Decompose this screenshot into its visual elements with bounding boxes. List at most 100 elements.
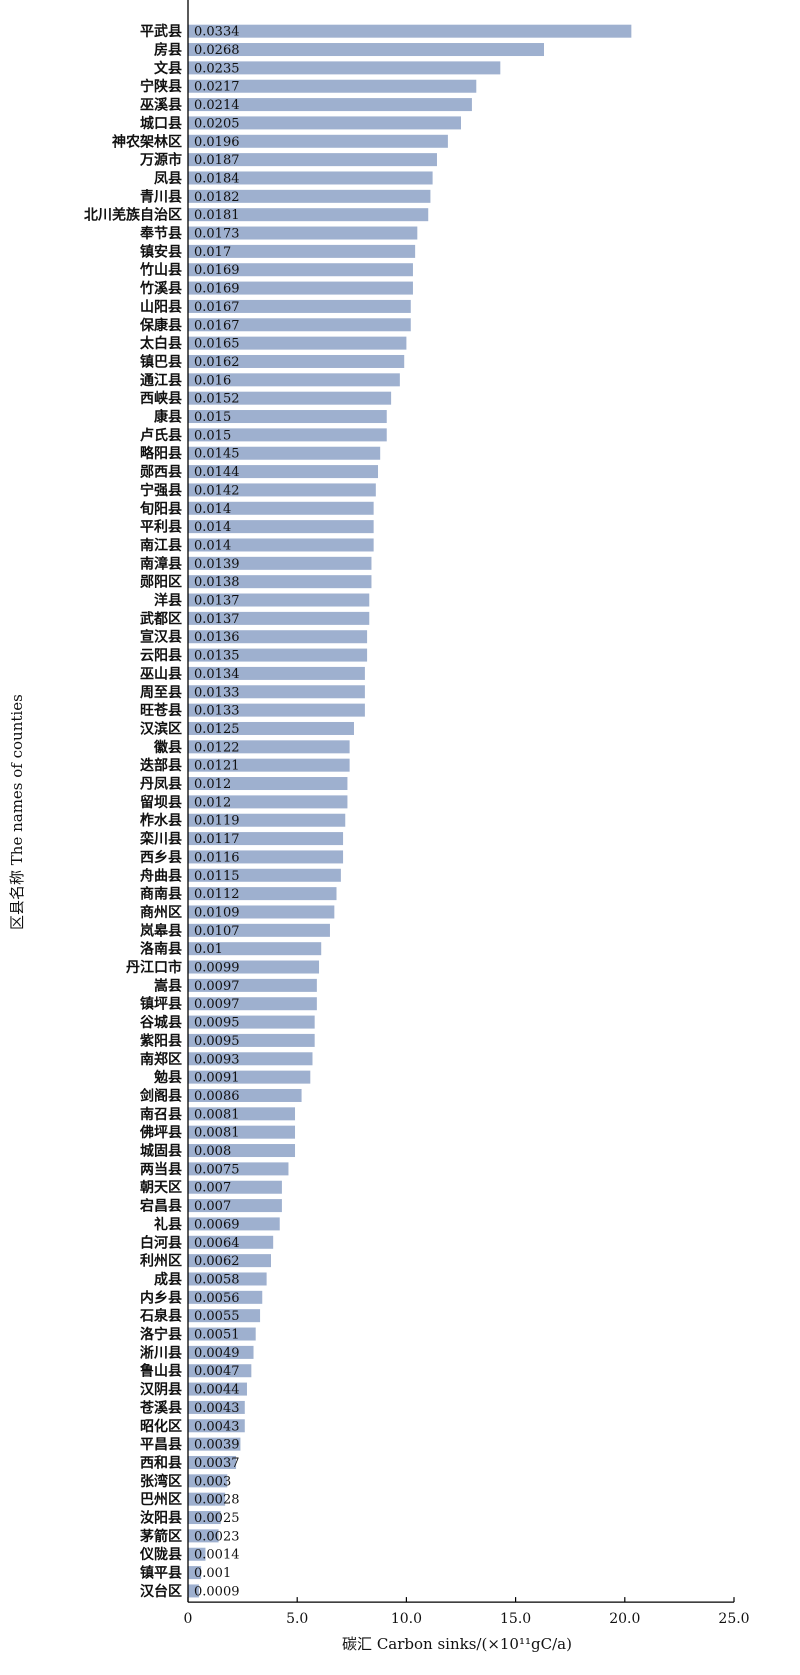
bar xyxy=(188,648,368,662)
bar-value-label: 0.0093 xyxy=(194,1052,240,1067)
category-label: 巫山县 xyxy=(140,666,182,682)
bar xyxy=(188,1584,199,1598)
bar-value-label: 0.0097 xyxy=(194,997,240,1012)
category-label: 汉台区 xyxy=(140,1583,182,1600)
bar xyxy=(188,575,372,589)
bar xyxy=(188,1180,282,1194)
bar-value-label: 0.0023 xyxy=(194,1529,240,1544)
category-label: 镇平县 xyxy=(140,1565,182,1582)
bar-value-label: 0.0136 xyxy=(194,630,240,645)
bar-value-label: 0.015 xyxy=(194,410,231,425)
bar-value-label: 0.0162 xyxy=(194,355,240,370)
bar-value-label: 0.0145 xyxy=(194,447,240,462)
bar xyxy=(188,1052,313,1066)
bar-value-label: 0.0125 xyxy=(194,722,240,737)
bar-value-label: 0.0107 xyxy=(194,924,240,939)
bar xyxy=(188,960,320,974)
category-label: 商州区 xyxy=(140,904,182,921)
category-label: 嵩县 xyxy=(154,977,182,994)
bar xyxy=(188,520,374,534)
bar xyxy=(188,795,348,809)
category-label: 迭部县 xyxy=(140,757,182,774)
x-axis-title: 碳汇 Carbon sinks/(×10¹¹gC/a) xyxy=(342,1635,572,1653)
bar xyxy=(188,1125,296,1139)
category-label: 勉县 xyxy=(153,1069,182,1086)
category-label: 石泉县 xyxy=(139,1308,182,1325)
category-label: 舟曲县 xyxy=(140,867,182,884)
bar xyxy=(188,1327,256,1341)
bar xyxy=(188,850,344,864)
bar xyxy=(188,1547,206,1561)
bar-value-label: 0.0069 xyxy=(194,1217,240,1232)
x-tick-label: 15.0 xyxy=(500,1611,531,1627)
bar-value-label: 0.0137 xyxy=(194,594,240,609)
category-label: 张湾区 xyxy=(140,1473,182,1490)
x-tick-label: 10.0 xyxy=(391,1611,422,1627)
category-label: 周至县 xyxy=(140,685,182,701)
category-label: 竹溪县 xyxy=(139,280,182,297)
bar xyxy=(188,1290,263,1304)
bar-value-label: 0.0075 xyxy=(194,1162,240,1177)
category-label: 丹凤县 xyxy=(140,777,182,793)
category-label: 神农架林区 xyxy=(112,133,182,150)
category-label: 徽县 xyxy=(153,739,182,756)
bar xyxy=(188,942,322,956)
category-label: 淅川县 xyxy=(140,1344,182,1361)
bar xyxy=(188,832,344,846)
bar-value-label: 0.0058 xyxy=(194,1272,240,1287)
category-label: 平利县 xyxy=(140,519,182,536)
bar-value-label: 0.0037 xyxy=(194,1456,240,1471)
bar-value-label: 0.003 xyxy=(194,1474,231,1489)
category-label: 凤县 xyxy=(154,171,182,187)
category-label: 山阳县 xyxy=(140,299,182,315)
category-label: 谷城县 xyxy=(140,1014,182,1031)
category-label: 巫溪县 xyxy=(140,97,182,114)
category-label: 西峡县 xyxy=(140,390,182,407)
category-label: 北川羌族自治区 xyxy=(84,207,182,224)
category-label: 柞水县 xyxy=(140,812,182,829)
bar-value-label: 0.0122 xyxy=(194,740,240,755)
bar-value-label: 0.0112 xyxy=(194,887,240,902)
bar-value-label: 0.001 xyxy=(194,1566,231,1581)
category-label: 城口县 xyxy=(140,115,182,132)
category-label: 太白县 xyxy=(140,335,182,352)
bar xyxy=(188,813,346,827)
bar xyxy=(188,1272,267,1286)
category-label: 紫阳县 xyxy=(140,1032,182,1049)
bar xyxy=(188,1162,289,1176)
bar-value-label: 0.0064 xyxy=(194,1236,240,1251)
bar xyxy=(188,905,335,919)
bar xyxy=(188,1364,252,1378)
bar-value-label: 0.0235 xyxy=(194,61,240,76)
bar-value-label: 0.008 xyxy=(194,1144,231,1159)
bar xyxy=(188,116,461,130)
x-tick-label: 20.0 xyxy=(609,1611,640,1627)
bar-value-label: 0.0086 xyxy=(194,1089,240,1104)
category-label: 略阳县 xyxy=(140,445,182,462)
bar xyxy=(188,538,374,552)
bar xyxy=(188,1529,219,1543)
bar-value-label: 0.0009 xyxy=(194,1584,240,1599)
category-label: 宕昌县 xyxy=(140,1198,182,1215)
bar xyxy=(188,428,387,442)
bar-value-label: 0.0135 xyxy=(194,649,240,664)
category-label: 万源市 xyxy=(139,152,182,169)
category-label: 岚皋县 xyxy=(140,922,182,939)
bar-labels-group: 0.0334 0.0268 0.0235 0.0217 0.0214 0.0205 0.01… xyxy=(194,25,240,1600)
bar-value-label: 0.016 xyxy=(194,373,231,388)
bar-value-label: 0.0055 xyxy=(194,1309,240,1324)
bar-value-label: 0.0268 xyxy=(194,43,240,58)
bar-value-label: 0.0115 xyxy=(194,869,240,884)
bar xyxy=(188,1254,271,1268)
bar-value-label: 0.0182 xyxy=(194,190,240,205)
bar-value-label: 0.0334 xyxy=(194,25,240,40)
category-label: 通江县 xyxy=(140,372,182,389)
category-label: 剑阁县 xyxy=(139,1087,182,1104)
x-tick-label: 25.0 xyxy=(718,1611,749,1627)
category-label: 保康县 xyxy=(139,317,182,334)
bar-value-label: 0.0043 xyxy=(194,1419,240,1434)
bar xyxy=(188,299,411,313)
category-label: 洋县 xyxy=(154,592,182,609)
category-label: 丹江口市 xyxy=(126,959,182,976)
